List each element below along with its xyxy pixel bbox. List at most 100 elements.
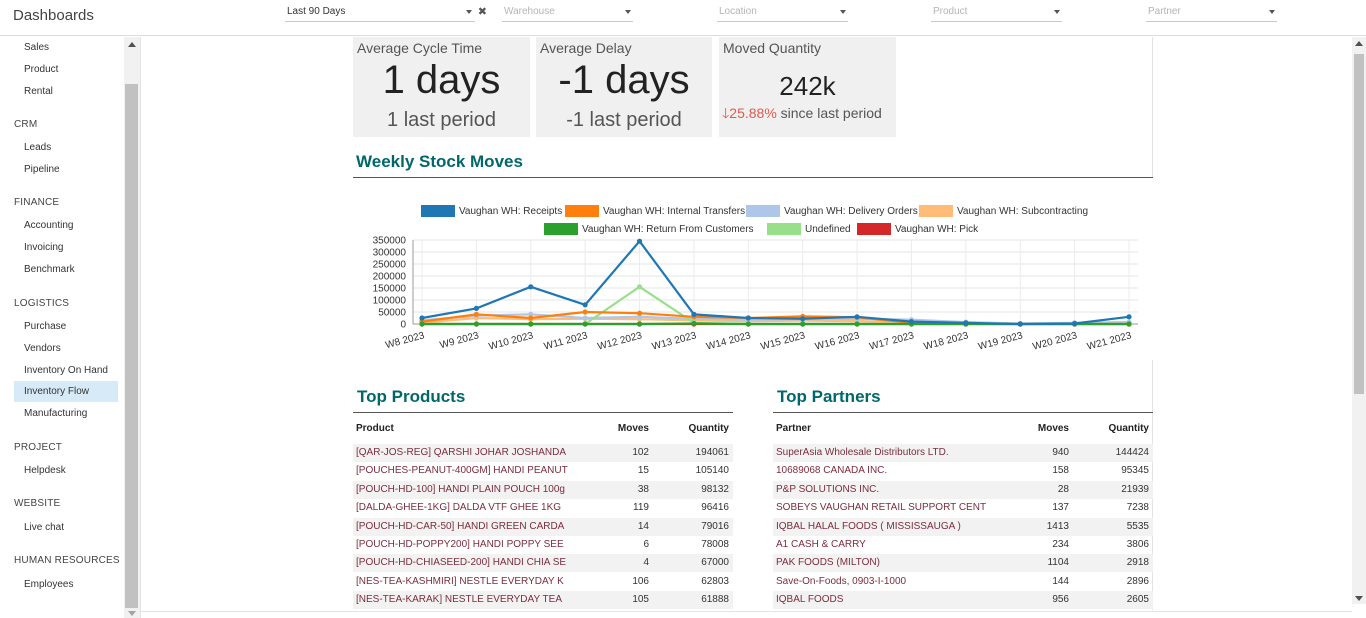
table-row[interactable]: IQBAL FOODS 956 2605 — [773, 591, 1153, 610]
sidebar-item-manufacturing[interactable]: Manufacturing — [24, 408, 88, 419]
column-header-quantity[interactable]: Quantity — [688, 423, 729, 434]
sidebar-item-accounting[interactable]: Accounting — [24, 220, 74, 231]
product-filter[interactable]: Product — [931, 5, 1062, 22]
kpi-moved-quantity[interactable]: Moved Quantity 242k 🡓25.88% since last p… — [719, 37, 896, 137]
row-moves-cell: 105 — [632, 594, 649, 606]
sidebar-item-helpdesk[interactable]: Helpdesk — [24, 465, 66, 476]
sidebar-item-sales[interactable]: Sales — [24, 42, 50, 53]
row-quantity-cell: 79016 — [701, 520, 729, 532]
row-name-cell[interactable]: A1 CASH & CARRY — [776, 539, 866, 550]
column-header-moves[interactable]: Moves — [1037, 423, 1069, 434]
row-name-cell[interactable]: Save-On-Foods, 0903-I-1000 — [776, 575, 907, 587]
table-row[interactable]: [NES-TEA-KARAK] NESTLE EVERYDAY TEA 105 61… — [353, 591, 733, 610]
row-name-cell[interactable]: [POUCHES-PEANUT-400GM] HANDI PEANUT — [356, 465, 568, 477]
table-row[interactable]: A1 CASH & CARRY 234 3806 — [773, 536, 1153, 554]
table-row[interactable]: Save-On-Foods, 0903-I-1000 144 2896 — [773, 573, 1153, 591]
scroll-up-icon[interactable] — [1355, 41, 1363, 46]
series-line — [421, 239, 1130, 326]
data-point — [582, 321, 588, 327]
row-name-cell[interactable]: 10689068 CANADA INC. — [776, 465, 888, 477]
x-tick-label: W11 2023 — [543, 330, 590, 352]
table-row[interactable]: P&P SOLUTIONS INC. 28 21939 — [773, 480, 1153, 499]
sidebar-item-vendors[interactable]: Vendors — [24, 343, 61, 354]
legend-item[interactable]: Vaughan WH: Receipts — [421, 205, 562, 217]
table-row[interactable]: [POUCH-HD-CAR-50] HANDI GREEN CARDA 14 790… — [353, 517, 733, 536]
row-name-cell[interactable]: [POUCH-HD-CHIASEED-200] HANDI CHIA SE — [356, 557, 567, 569]
table-row[interactable]: [NES-TEA-KASHMIRI] NESTLE EVERYDAY K 106 6… — [353, 573, 733, 591]
row-name-cell[interactable]: [NES-TEA-KARAK] NESTLE EVERYDAY TEA — [356, 594, 562, 606]
table-row[interactable]: SOBEYS VAUGHAN RETAIL SUPPORT CENT 137 723… — [773, 499, 1153, 517]
legend-item[interactable]: Vaughan WH: Return From Customers — [544, 223, 754, 235]
table-row[interactable]: IQBAL HALAL FOODS ( MISSISSAUGA ) 1413 553… — [773, 517, 1153, 536]
column-header-moves[interactable]: Moves — [617, 423, 649, 434]
sidebar-item-pipeline[interactable]: Pipeline — [24, 164, 60, 175]
sidebar-item-purchase[interactable]: Purchase — [24, 321, 67, 332]
row-moves-cell: 940 — [1052, 447, 1069, 458]
location-filter[interactable]: Location — [717, 5, 848, 22]
row-name-cell[interactable]: SuperAsia Wholesale Distributors LTD. — [776, 447, 949, 458]
row-name-cell[interactable]: PAK FOODS (MILTON) — [776, 557, 880, 569]
sidebar-scrollbar[interactable] — [124, 37, 140, 618]
legend-swatch — [919, 205, 953, 217]
legend-item[interactable]: Vaughan WH: Internal Transfers — [565, 205, 745, 217]
legend-item[interactable]: Vaughan WH: Delivery Orders — [746, 205, 918, 217]
table-row[interactable]: PAK FOODS (MILTON) 1104 2918 — [773, 554, 1153, 573]
row-name-cell[interactable]: IQBAL HALAL FOODS ( MISSISSAUGA ) — [776, 520, 961, 532]
legend-item[interactable]: Vaughan WH: Pick — [857, 223, 979, 235]
legend-item[interactable]: Undefined — [767, 223, 851, 235]
sidebar-item-inventory-on-hand[interactable]: Inventory On Hand — [24, 365, 108, 376]
table-row[interactable]: [POUCH-HD-POPPY200] HANDI POPPY SEE 6 7800… — [353, 536, 733, 554]
table-row[interactable]: [DALDA-GHEE-1KG] DALDA VTF GHEE 1KG 119 96… — [353, 499, 733, 517]
table-row[interactable]: SuperAsia Wholesale Distributors LTD. 940… — [773, 444, 1153, 462]
table-row[interactable]: [POUCHES-PEANUT-400GM] HANDI PEANUT 15 105… — [353, 462, 733, 480]
row-name-cell[interactable]: [POUCH-HD-CAR-50] HANDI GREEN CARDA — [356, 520, 565, 532]
sidebar-item-rental[interactable]: Rental — [24, 86, 53, 97]
row-quantity-cell: 7238 — [1126, 502, 1149, 514]
main-scrollbar[interactable] — [1352, 37, 1366, 604]
row-name-cell[interactable]: [POUCH-HD-100] HANDI PLAIN POUCH 100g — [356, 483, 565, 495]
scroll-down-icon[interactable] — [1355, 596, 1363, 601]
sidebar-item-benchmark[interactable]: Benchmark — [24, 264, 75, 275]
column-header-partner[interactable]: Partner — [776, 423, 812, 434]
main-scroll-thumb[interactable] — [1354, 54, 1364, 394]
sidebar-item-live-chat[interactable]: Live chat — [24, 522, 65, 533]
date-range-filter[interactable]: Last 90 Days ✖ — [285, 5, 487, 22]
row-name-cell[interactable]: [QAR-JOS-REG] QARSHI JOHAR JOSHANDA — [356, 447, 567, 458]
sidebar-scroll-thumb[interactable] — [125, 84, 138, 608]
data-point — [636, 321, 643, 327]
row-name-cell[interactable]: IQBAL FOODS — [776, 594, 844, 606]
sidebar-item-invoicing[interactable]: Invoicing — [24, 242, 64, 253]
sidebar-item-product[interactable]: Product — [24, 64, 59, 75]
row-name-cell[interactable]: P&P SOLUTIONS INC. — [776, 483, 880, 495]
column-header-product[interactable]: Product — [356, 423, 394, 434]
partner-filter[interactable]: Partner — [1146, 5, 1277, 22]
y-tick-label: 50000 — [378, 308, 406, 319]
table-row[interactable]: 10689068 CANADA INC. 158 95345 — [773, 462, 1153, 480]
column-header-quantity[interactable]: Quantity — [1108, 423, 1149, 434]
row-name-cell[interactable]: [POUCH-HD-POPPY200] HANDI POPPY SEE — [356, 539, 564, 550]
sidebar-item-leads[interactable]: Leads — [24, 142, 52, 153]
clear-icon[interactable]: ✖ — [477, 6, 487, 18]
scroll-down-icon[interactable] — [128, 611, 136, 616]
section-divider — [353, 177, 1153, 178]
table-row[interactable]: [POUCH-HD-100] HANDI PLAIN POUCH 100g 38 9… — [353, 480, 733, 499]
sidebar-item-employees[interactable]: Employees — [24, 579, 74, 590]
data-point — [636, 310, 643, 316]
scroll-up-icon[interactable] — [128, 42, 136, 47]
table-row[interactable]: [QAR-JOS-REG] QARSHI JOHAR JOSHANDA 102 19… — [353, 444, 733, 462]
data-point — [473, 305, 479, 311]
row-name-cell[interactable]: [NES-TEA-KASHMIRI] NESTLE EVERYDAY K — [356, 575, 564, 587]
y-tick-label: 250000 — [373, 260, 407, 271]
x-tick-label: W18 2023 — [923, 330, 970, 353]
kpi-average-cycle-time[interactable]: Average Cycle Time 1 days 1 last period — [353, 37, 530, 137]
sidebar-item-inventory-flow[interactable]: Inventory Flow — [14, 381, 118, 402]
kpi-average-delay[interactable]: Average Delay -1 days -1 last period — [536, 37, 712, 137]
warehouse-filter[interactable]: Warehouse — [502, 5, 633, 22]
legend-item[interactable]: Vaughan WH: Subcontracting — [919, 205, 1088, 217]
x-tick-label: W19 2023 — [977, 330, 1024, 353]
sidebar-section-crm: CRM — [14, 119, 38, 130]
row-name-cell[interactable]: SOBEYS VAUGHAN RETAIL SUPPORT CENT — [776, 502, 987, 514]
row-name-cell[interactable]: [DALDA-GHEE-1KG] DALDA VTF GHEE 1KG — [356, 502, 562, 514]
data-point — [854, 314, 860, 320]
table-row[interactable]: [POUCH-HD-CHIASEED-200] HANDI CHIA SE 4 67… — [353, 554, 733, 573]
